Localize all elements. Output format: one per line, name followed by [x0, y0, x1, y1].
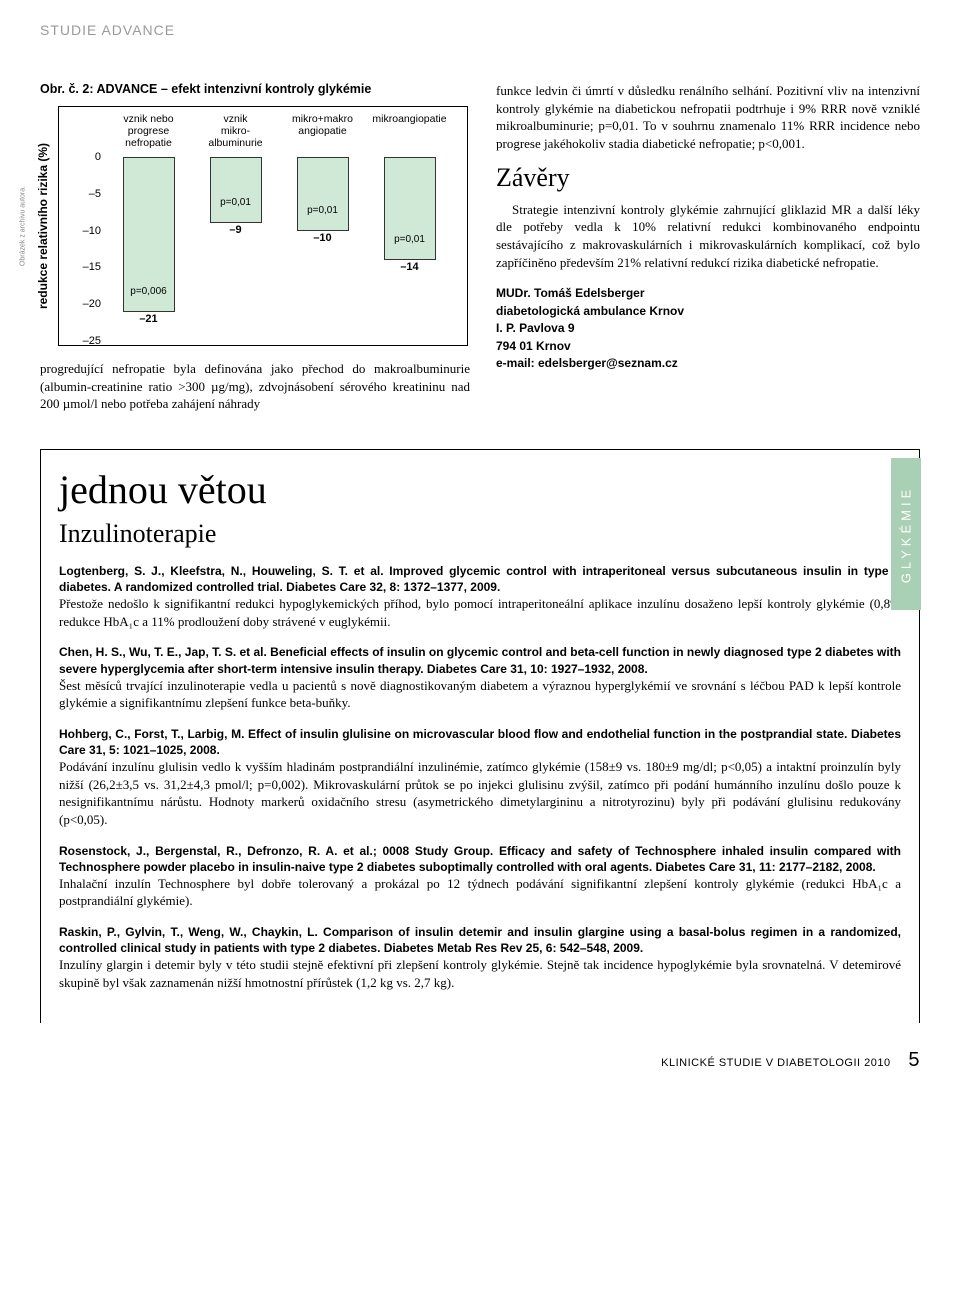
- author-affiliation: diabetologická ambulance Krnov: [496, 303, 920, 320]
- footer: KLINICKÉ STUDIE V DIABETOLOGII 2010 5: [0, 1023, 960, 1090]
- section-label: STUDIE ADVANCE: [40, 22, 920, 38]
- reference-title: Chen, H. S., Wu, T. E., Jap, T. S. et al…: [59, 644, 901, 676]
- reference-body: Šest měsíců trvající inzulinoterapie ved…: [59, 677, 901, 712]
- reference-body: Přestože nedošlo k signifikantní redukci…: [59, 595, 901, 630]
- left-column: Obr. č. 2: ADVANCE – efekt intenzivní ko…: [40, 82, 470, 413]
- bar-p-label: p=0,006: [105, 286, 192, 297]
- reference-block: Raskin, P., Gylvin, T., Weng, W., Chayki…: [59, 924, 901, 991]
- plot-area: 0–5–10–15–20–25–21p=0,006–9p=0,01–10p=0,…: [105, 157, 451, 339]
- chart-bar: –9: [210, 157, 262, 223]
- lower-heading-1: jednou větou: [59, 466, 901, 513]
- conclusions-heading: Závěry: [496, 163, 920, 193]
- right-column: funkce ledvin či úmrtí v důsledku renáln…: [496, 82, 920, 413]
- column-label: vznikmikro-albuminurie: [192, 113, 279, 149]
- bar-value-label: –9: [211, 224, 261, 236]
- bar-value-label: –14: [385, 261, 435, 273]
- author-box: MUDr. Tomáš Edelsberger diabetologická a…: [496, 285, 920, 372]
- right-paragraph-1: funkce ledvin či úmrtí v důsledku renáln…: [496, 82, 920, 153]
- lower-box: GLYKÉMIE jednou větou Inzulinoterapie Lo…: [40, 449, 920, 1023]
- header-band: STUDIE ADVANCE: [0, 0, 960, 52]
- footer-journal: KLINICKÉ STUDIE V DIABETOLOGII 2010: [661, 1057, 890, 1069]
- reference-body: Inhalační inzulín Technosphere byl dobře…: [59, 875, 901, 910]
- bar-p-label: p=0,01: [279, 205, 366, 216]
- author-email: e-mail: edelsberger@seznam.cz: [496, 355, 920, 372]
- reference-title: Rosenstock, J., Bergenstal, R., Defronzo…: [59, 843, 901, 875]
- reference-title: Raskin, P., Gylvin, T., Weng, W., Chayki…: [59, 924, 901, 956]
- reference-block: Rosenstock, J., Bergenstal, R., Defronzo…: [59, 843, 901, 910]
- author-name: MUDr. Tomáš Edelsberger: [496, 285, 920, 302]
- column-label: mikro+makroangiopatie: [279, 113, 366, 137]
- reference-body: Podávání inzulínu glulisin vedlo k vyšší…: [59, 758, 901, 828]
- reference-block: Hohberg, C., Forst, T., Larbig, M. Effec…: [59, 726, 901, 829]
- column-label: mikroangiopatie: [366, 113, 453, 125]
- reference-block: Logtenberg, S. J., Kleefstra, N., Houwel…: [59, 563, 901, 630]
- ytick: –25: [73, 335, 101, 347]
- bar-value-label: –10: [298, 232, 348, 244]
- lower-heading-2: Inzulinoterapie: [59, 519, 901, 549]
- references-list: Logtenberg, S. J., Kleefstra, N., Houwel…: [59, 563, 901, 991]
- side-tab: GLYKÉMIE: [891, 458, 921, 610]
- chart-title: Obr. č. 2: ADVANCE – efekt intenzivní ko…: [40, 82, 470, 96]
- bar-p-label: p=0,01: [366, 234, 453, 245]
- bar-value-label: –21: [124, 313, 174, 325]
- ytick: –5: [73, 188, 101, 200]
- reference-body: Inzulíny glargin i detemir byly v této s…: [59, 956, 901, 991]
- chart-credit: Obrázek z archivu autora.: [20, 186, 27, 266]
- top-columns: Obr. č. 2: ADVANCE – efekt intenzivní ko…: [0, 52, 960, 431]
- left-body-text: progredující nefropatie byla definována …: [40, 360, 470, 413]
- side-tab-label: GLYKÉMIE: [898, 485, 913, 583]
- author-street: I. P. Pavlova 9: [496, 320, 920, 337]
- author-city: 794 01 Krnov: [496, 338, 920, 355]
- reference-block: Chen, H. S., Wu, T. E., Jap, T. S. et al…: [59, 644, 901, 711]
- right-paragraph-2: Strategie intenzivní kontroly glykémie z…: [496, 201, 920, 272]
- footer-page-number: 5: [908, 1049, 920, 1071]
- ytick: 0: [73, 151, 101, 163]
- bar-p-label: p=0,01: [192, 197, 279, 208]
- reference-title: Logtenberg, S. J., Kleefstra, N., Houwel…: [59, 563, 901, 595]
- reference-title: Hohberg, C., Forst, T., Larbig, M. Effec…: [59, 726, 901, 758]
- page: STUDIE ADVANCE Obr. č. 2: ADVANCE – efek…: [0, 0, 960, 1090]
- ytick: –10: [73, 225, 101, 237]
- chart-ylabel: redukce relativního rizika (%): [36, 143, 50, 309]
- chart-bar: –10: [297, 157, 349, 231]
- ytick: –20: [73, 298, 101, 310]
- chart-box: Obrázek z archivu autora. redukce relati…: [58, 106, 468, 346]
- ytick: –15: [73, 261, 101, 273]
- column-label: vznik neboprogresenefropatie: [105, 113, 192, 149]
